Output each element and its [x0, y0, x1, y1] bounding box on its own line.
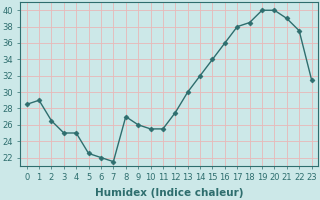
X-axis label: Humidex (Indice chaleur): Humidex (Indice chaleur): [95, 188, 244, 198]
